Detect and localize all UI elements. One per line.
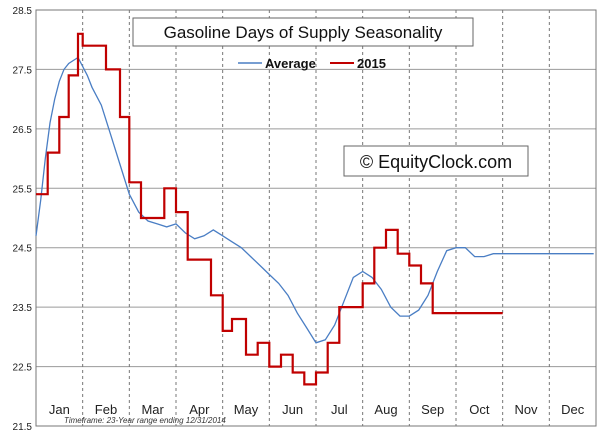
legend-2015-label: 2015 — [357, 56, 386, 71]
y-tick-label: 26.5 — [13, 125, 33, 136]
series-group — [35, 32, 594, 386]
x-tick-label: Nov — [514, 402, 538, 417]
x-tick-label: May — [234, 402, 259, 417]
y-tick-label: 27.5 — [13, 65, 33, 76]
x-tick-label: Jul — [331, 402, 348, 417]
watermark: © EquityClock.com — [360, 152, 512, 172]
y-axis: 21.5 22.5 23.5 24.5 25.5 26.5 27.5 28.5 — [13, 6, 33, 433]
title-box: Gasoline Days of Supply Seasonality — [132, 17, 474, 47]
x-tick-label: Mar — [141, 402, 164, 417]
x-tick-label: Aug — [374, 402, 397, 417]
x-tick-label: Jun — [282, 402, 303, 417]
y-tick-label: 21.5 — [13, 422, 33, 433]
average-series-line — [35, 56, 594, 344]
x-tick-label: Jan — [49, 402, 70, 417]
x-tick-label: Apr — [189, 402, 210, 417]
x-tick-label: Dec — [561, 402, 585, 417]
y-tick-label: 23.5 — [13, 303, 33, 314]
legend-average-label: Average — [265, 56, 316, 71]
legend: Average 2015 — [238, 56, 386, 71]
x-axis: Jan Feb Mar Apr May Jun Jul Aug Sep Oct Nov Dec — [49, 402, 585, 417]
y-tick-label: 24.5 — [13, 244, 33, 255]
x-tick-label: Oct — [469, 402, 490, 417]
y-tick-label: 22.5 — [13, 363, 33, 374]
series-2015-line — [36, 32, 503, 386]
chart-title: Gasoline Days of Supply Seasonality — [164, 23, 443, 42]
watermark-box: © EquityClock.com — [343, 145, 529, 177]
y-tick-label: 25.5 — [13, 184, 33, 195]
plot-frame — [35, 9, 597, 427]
x-tick-label: Sep — [421, 402, 444, 417]
footnote: Timeframe: 23-Year range ending 12/31/20… — [64, 416, 226, 425]
y-tick-label: 28.5 — [13, 6, 33, 17]
grid — [36, 10, 596, 426]
x-tick-label: Feb — [95, 402, 117, 417]
